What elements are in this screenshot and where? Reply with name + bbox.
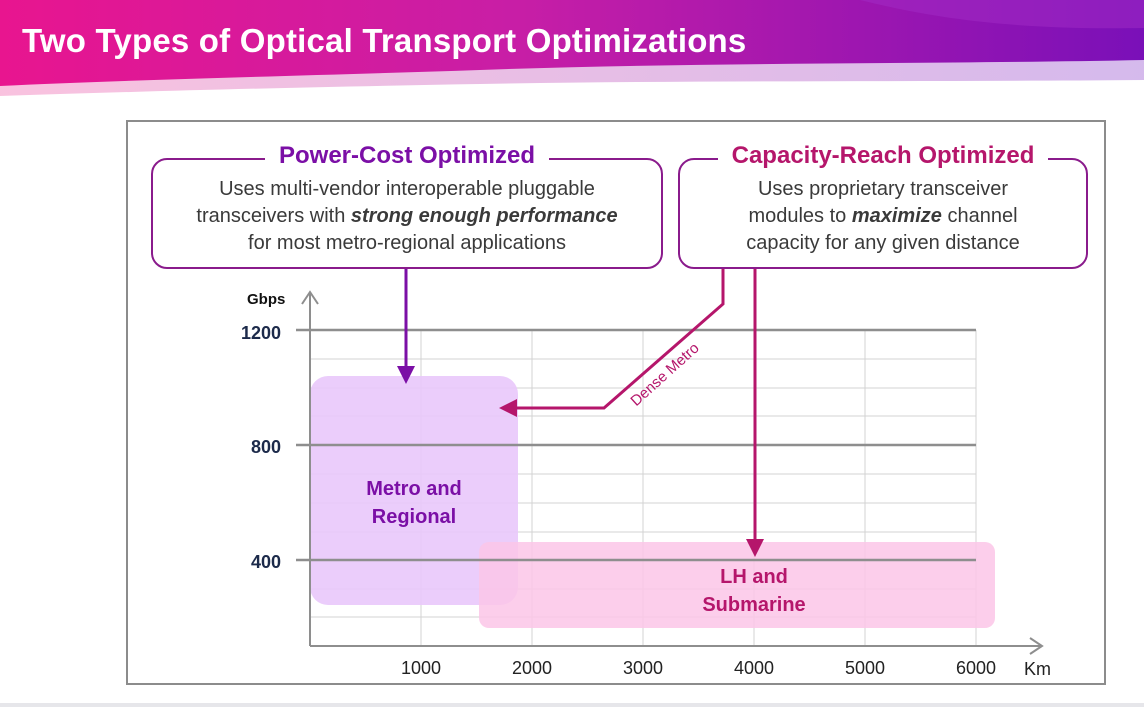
capacity-reach-title: Capacity-Reach Optimized <box>717 142 1049 169</box>
power-cost-description: Uses multi-vendor interoperable pluggabl… <box>153 176 661 257</box>
x-tick-label: 2000 <box>512 658 552 678</box>
lh-region-label-line2: Submarine <box>702 594 805 616</box>
slide-title: Two Types of Optical Transport Optimizat… <box>22 22 747 59</box>
power-cost-title: Power-Cost Optimized <box>264 142 550 169</box>
capacity-reach-panel: Capacity-Reach Optimized Uses proprietar… <box>678 142 1088 269</box>
capacity-reach-line1: Uses proprietary transceiver <box>757 178 1009 200</box>
power-cost-line2: transceivers with strong enough performa… <box>196 205 618 227</box>
y-axis-unit: Gbps <box>247 291 285 308</box>
lh-region-label-line1: LH and <box>720 566 788 588</box>
dense-metro-label: Dense Metro <box>627 340 702 410</box>
title-banner <box>0 0 1144 96</box>
metro-region-label-line1: Metro and <box>366 478 462 500</box>
power-cost-line3: for most metro-regional applications <box>248 232 566 254</box>
x-tick-label: 4000 <box>734 658 774 678</box>
footer-divider <box>0 703 1144 707</box>
x-tick-label: 1000 <box>401 658 441 678</box>
x-tick-label: 6000 <box>956 658 996 678</box>
capacity-reach-description: Uses proprietary transceiver modules to … <box>680 176 1086 257</box>
power-cost-panel: Power-Cost Optimized Uses multi-vendor i… <box>151 142 663 269</box>
x-axis-unit: Km <box>1024 659 1051 679</box>
capacity-reach-line2: modules to maximize channel <box>748 205 1018 227</box>
power-cost-line1: Uses multi-vendor interoperable pluggabl… <box>219 178 595 200</box>
capacity-reach-emphasis: maximize <box>851 205 942 227</box>
x-tick-label: 3000 <box>623 658 663 678</box>
power-cost-emphasis: strong enough performance <box>350 205 618 227</box>
capacity-reach-line3: capacity for any given distance <box>746 232 1020 254</box>
dense-metro-arrow <box>499 268 725 417</box>
metro-region-label-line2: Regional <box>372 506 456 528</box>
axes <box>301 290 1044 655</box>
y-tick-label: 400 <box>251 552 281 572</box>
lh-submarine-region <box>479 542 995 628</box>
x-tick-label: 5000 <box>845 658 885 678</box>
diagram-frame <box>126 120 1106 685</box>
metro-regional-region <box>310 376 518 605</box>
y-tick-label: 800 <box>251 437 281 457</box>
major-grid <box>296 328 976 562</box>
y-tick-label: 1200 <box>241 323 281 343</box>
